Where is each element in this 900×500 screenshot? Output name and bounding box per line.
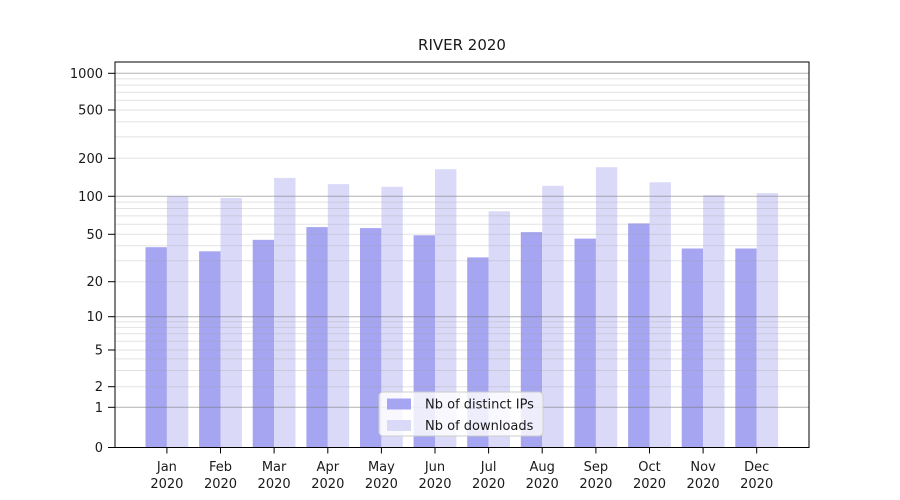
bar-downloads-feb: [220, 198, 242, 448]
axes-layer: [108, 61, 810, 454]
bar-distinct-ips-jan: [145, 247, 167, 448]
x-tick-label-year: 2020: [472, 477, 505, 492]
y-tick-label: 20: [86, 275, 103, 290]
bar-downloads-jun: [435, 169, 457, 448]
tick-labels-layer: 0 1 2 5 10 20 50 100 200 500 1000 Jan 2020 Feb 2020 Mar…: [70, 67, 773, 492]
y-tick-label: 1000: [70, 67, 103, 82]
legend-box: [378, 391, 544, 437]
bar-distinct-ips-sep: [574, 238, 596, 448]
x-tick-label-month: Apr: [317, 460, 340, 475]
bar-downloads-apr: [327, 184, 350, 448]
y-tick-label: 200: [78, 152, 103, 167]
y-tick-label: 500: [78, 104, 103, 119]
bar-distinct-ips-nov: [681, 248, 704, 448]
x-tick-label-month: Nov: [690, 460, 716, 475]
legend: Nb of distinct IPs Nb of downloads: [378, 391, 544, 437]
bar-distinct-ips-mar: [252, 239, 275, 448]
bar-distinct-ips-dec: [735, 248, 757, 448]
x-tick-label-month: Oct: [638, 460, 660, 475]
y-tick-label: 0: [95, 441, 103, 456]
legend-swatch-distinct-ips: [387, 398, 411, 410]
x-tick-label-month: Feb: [209, 460, 232, 475]
legend-label-downloads: Nb of downloads: [425, 419, 534, 434]
bar-downloads-oct: [649, 182, 671, 448]
x-tick-label-year: 2020: [204, 477, 237, 492]
x-tick-label-year: 2020: [633, 477, 666, 492]
x-tick-label-month: Jul: [480, 460, 497, 475]
y-tick-label: 50: [86, 228, 103, 243]
x-tick-label-year: 2020: [311, 477, 344, 492]
x-tick-label-year: 2020: [526, 477, 559, 492]
x-tick-label-year: 2020: [365, 477, 398, 492]
legend-label-distinct-ips: Nb of distinct IPs: [425, 398, 534, 413]
x-tick-label-month: Jan: [156, 460, 177, 475]
bar-downloads-nov: [703, 195, 725, 448]
y-tick-label: 10: [86, 310, 103, 325]
x-tick-label-year: 2020: [258, 477, 291, 492]
bar-distinct-ips-may: [360, 228, 382, 448]
bar-downloads-sep: [595, 167, 618, 448]
y-tick-label: 2: [95, 380, 103, 395]
bar-distinct-ips-oct: [628, 223, 650, 448]
x-tick-label-month: Jun: [424, 460, 445, 475]
bar-downloads-jul: [488, 211, 510, 448]
x-tick-label-year: 2020: [579, 477, 612, 492]
x-tick-label-month: Dec: [744, 460, 769, 475]
legend-swatch-downloads: [387, 420, 411, 431]
x-tick-label-year: 2020: [150, 477, 183, 492]
x-tick-label-year: 2020: [418, 477, 451, 492]
y-tick-label: 100: [78, 190, 103, 205]
gridlines-layer: [115, 72, 809, 408]
y-tick-label: 5: [95, 344, 103, 359]
bar-downloads-jan: [166, 196, 189, 448]
x-tick-label-month: May: [368, 460, 395, 475]
chart-title: RIVER 2020: [418, 36, 506, 54]
x-tick-label-year: 2020: [740, 477, 773, 492]
bar-distinct-ips-feb: [199, 251, 221, 448]
x-tick-label-year: 2020: [687, 477, 720, 492]
y-tick-label: 1: [95, 401, 103, 416]
plot-border: [114, 61, 810, 448]
bar-distinct-ips-apr: [306, 227, 328, 448]
bar-downloads-dec: [756, 193, 779, 448]
x-tick-label-month: Aug: [530, 460, 555, 475]
bar-downloads-mar: [274, 177, 296, 448]
x-tick-label-month: Sep: [584, 460, 609, 475]
x-tick-label-month: Mar: [262, 460, 287, 475]
